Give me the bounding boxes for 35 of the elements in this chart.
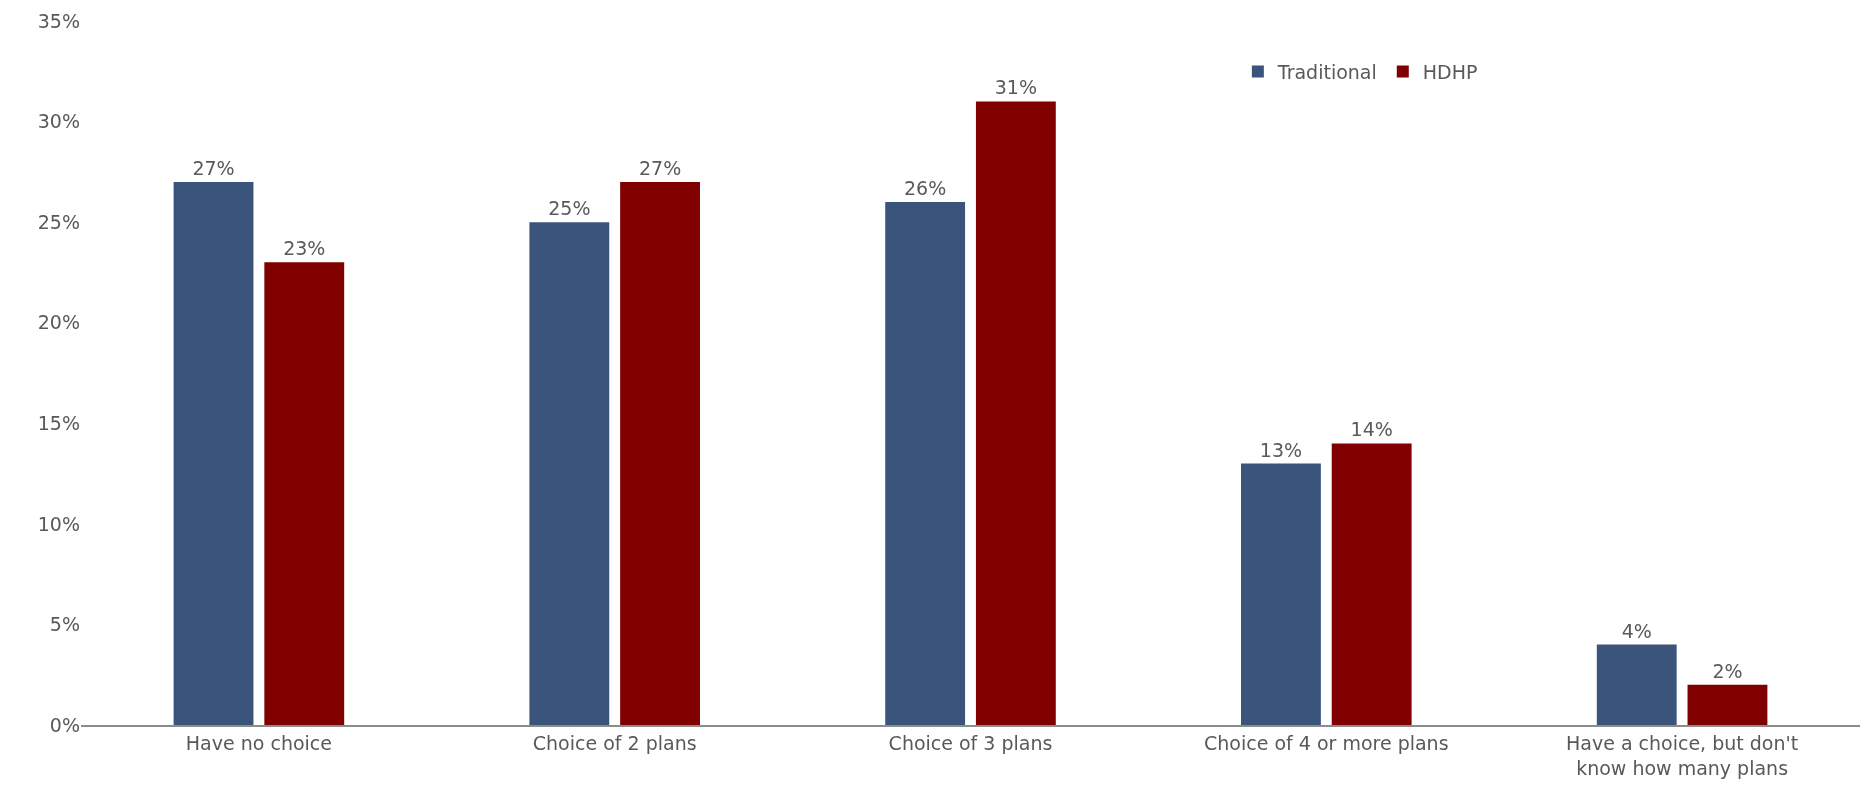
y-tick-label: 35%	[37, 9, 80, 32]
data-label: 2%	[1712, 659, 1743, 682]
bar	[975, 101, 1056, 725]
x-tick-label: Choice of 2 plans	[532, 731, 697, 754]
y-tick-label: 20%	[37, 311, 80, 334]
bar	[1241, 463, 1321, 725]
x-tick-label: Choice of 3 plans	[888, 731, 1053, 754]
bar	[885, 202, 966, 725]
y-tick-label: 5%	[49, 613, 80, 636]
data-label: 27%	[192, 156, 235, 179]
legend-label: Traditional	[1276, 60, 1377, 83]
data-label: 25%	[548, 197, 591, 220]
bar	[1687, 684, 1768, 725]
y-tick-label: 25%	[37, 210, 80, 233]
bar	[620, 181, 700, 725]
bar	[1596, 644, 1677, 725]
y-tick-label: 0%	[49, 713, 80, 736]
y-tick-label: 10%	[37, 512, 80, 535]
legend-label: HDHP	[1422, 60, 1478, 83]
data-label: 13%	[1259, 438, 1303, 461]
data-label: 4%	[1621, 619, 1652, 642]
bar	[529, 222, 610, 725]
bar	[1331, 443, 1412, 725]
bar	[264, 262, 345, 725]
bar	[173, 181, 254, 725]
y-tick-label: 15%	[37, 411, 80, 434]
x-tick-label: Have no choice	[185, 731, 332, 754]
data-label: 23%	[283, 237, 326, 260]
data-label: 14%	[1350, 418, 1393, 441]
x-tick-label: Have a choice, but don't know how many plans	[1566, 731, 1799, 779]
data-label: 26%	[904, 177, 947, 200]
data-label: 31%	[994, 76, 1037, 99]
x-tick-label: Choice of 4 or more plans	[1204, 731, 1449, 754]
y-tick-label: 30%	[37, 110, 80, 133]
data-label: 27%	[638, 156, 682, 179]
